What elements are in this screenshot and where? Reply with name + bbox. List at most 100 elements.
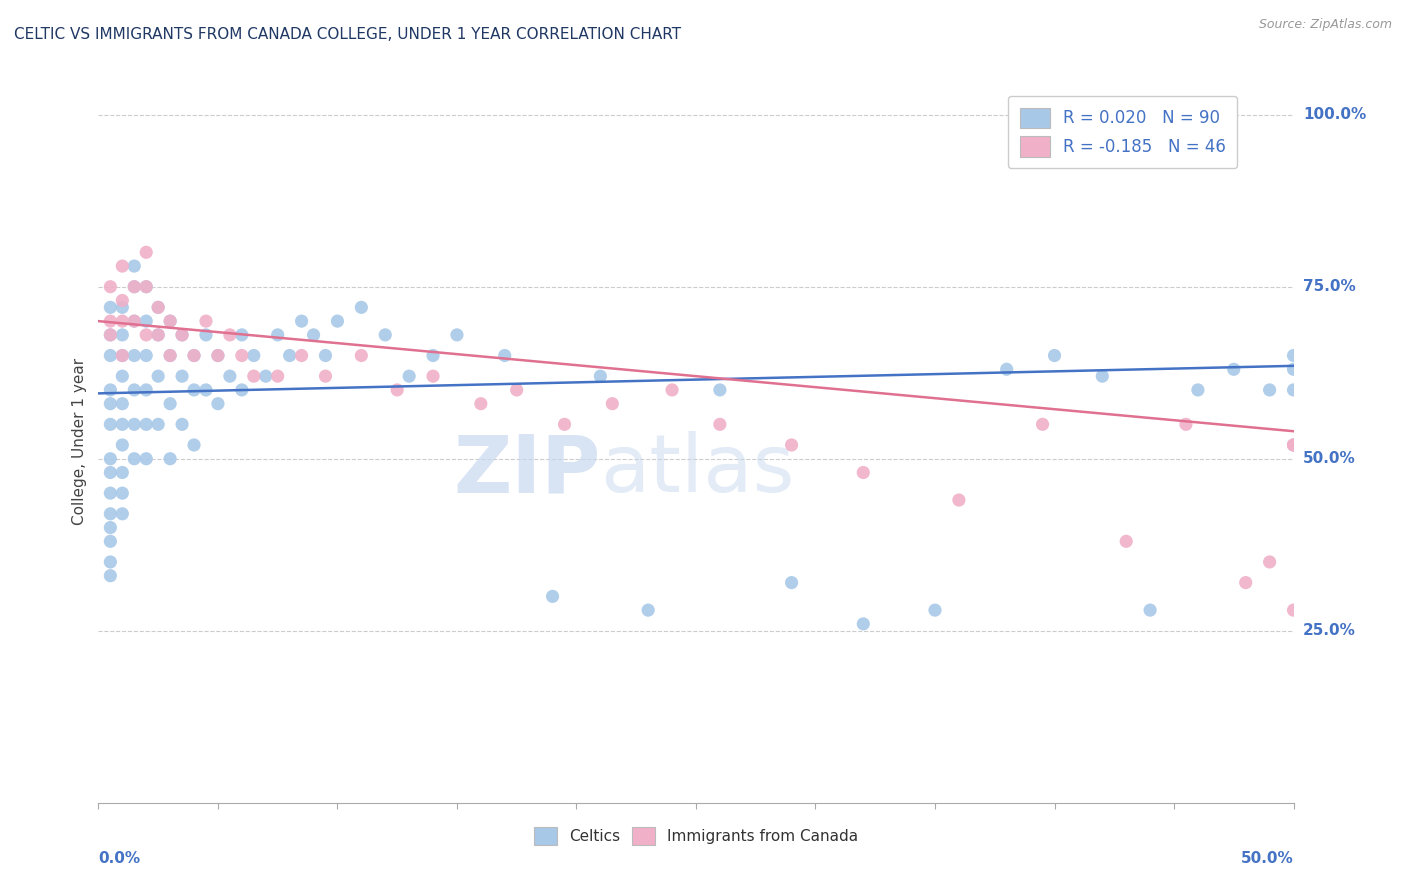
Point xyxy=(207,349,229,363)
Point xyxy=(924,603,946,617)
Point xyxy=(1282,438,1305,452)
Text: 50.0%: 50.0% xyxy=(1303,451,1355,467)
Point xyxy=(98,314,122,328)
Point xyxy=(422,349,444,363)
Point xyxy=(148,327,170,342)
Point xyxy=(541,590,564,604)
Point xyxy=(183,349,205,363)
Point xyxy=(1282,603,1305,617)
Point xyxy=(124,349,146,363)
Point xyxy=(124,259,146,273)
Point xyxy=(98,466,122,480)
Point xyxy=(111,507,134,521)
Point xyxy=(661,383,683,397)
Point xyxy=(98,349,122,363)
Point xyxy=(422,369,444,384)
Point xyxy=(159,397,181,411)
Point xyxy=(554,417,576,432)
Point xyxy=(637,603,659,617)
Point xyxy=(1043,349,1066,363)
Point xyxy=(98,301,122,315)
Point xyxy=(207,349,229,363)
Point xyxy=(1223,362,1246,376)
Point xyxy=(1258,555,1281,569)
Text: 0.0%: 0.0% xyxy=(98,851,141,866)
Point xyxy=(124,417,146,432)
Point xyxy=(231,327,253,342)
Point xyxy=(172,327,194,342)
Point xyxy=(98,520,122,534)
Point xyxy=(183,383,205,397)
Point xyxy=(111,327,134,342)
Point xyxy=(1282,438,1305,452)
Point xyxy=(148,301,170,315)
Point xyxy=(124,279,146,293)
Text: 50.0%: 50.0% xyxy=(1240,851,1294,866)
Point xyxy=(291,349,314,363)
Point xyxy=(315,369,337,384)
Point xyxy=(1282,349,1305,363)
Text: 25.0%: 25.0% xyxy=(1303,624,1355,639)
Point xyxy=(231,383,253,397)
Point xyxy=(1282,362,1305,376)
Point xyxy=(1187,383,1209,397)
Point xyxy=(111,314,134,328)
Point xyxy=(159,314,181,328)
Point xyxy=(195,327,218,342)
Point xyxy=(98,451,122,466)
Point xyxy=(124,314,146,328)
Point xyxy=(111,466,134,480)
Point xyxy=(709,417,731,432)
Point xyxy=(231,349,253,363)
Point xyxy=(135,327,157,342)
Point xyxy=(350,301,373,315)
Point xyxy=(98,327,122,342)
Point xyxy=(124,451,146,466)
Point xyxy=(148,301,170,315)
Point xyxy=(98,383,122,397)
Point xyxy=(124,279,146,293)
Point xyxy=(195,383,218,397)
Point xyxy=(183,438,205,452)
Point xyxy=(135,383,157,397)
Point xyxy=(780,575,803,590)
Point xyxy=(291,314,314,328)
Point xyxy=(243,349,266,363)
Point xyxy=(995,362,1018,376)
Point xyxy=(446,327,468,342)
Text: atlas: atlas xyxy=(600,432,794,509)
Point xyxy=(135,349,157,363)
Point xyxy=(709,383,731,397)
Point xyxy=(278,349,301,363)
Text: Source: ZipAtlas.com: Source: ZipAtlas.com xyxy=(1258,18,1392,31)
Point xyxy=(1282,438,1305,452)
Point xyxy=(1032,417,1054,432)
Text: CELTIC VS IMMIGRANTS FROM CANADA COLLEGE, UNDER 1 YEAR CORRELATION CHART: CELTIC VS IMMIGRANTS FROM CANADA COLLEGE… xyxy=(14,27,681,42)
Point xyxy=(374,327,396,342)
Point xyxy=(159,349,181,363)
Text: ZIP: ZIP xyxy=(453,432,600,509)
Point xyxy=(98,327,122,342)
Point xyxy=(1258,383,1281,397)
Point xyxy=(148,417,170,432)
Point xyxy=(195,314,218,328)
Point xyxy=(135,279,157,293)
Point xyxy=(207,397,229,411)
Point xyxy=(124,314,146,328)
Point xyxy=(111,301,134,315)
Point xyxy=(243,369,266,384)
Point xyxy=(219,369,242,384)
Point xyxy=(385,383,409,397)
Point xyxy=(1234,575,1257,590)
Text: 100.0%: 100.0% xyxy=(1303,107,1367,122)
Point xyxy=(111,293,134,308)
Point xyxy=(98,534,122,549)
Point xyxy=(183,349,205,363)
Y-axis label: College, Under 1 year: College, Under 1 year xyxy=(72,358,87,525)
Point xyxy=(494,349,516,363)
Point xyxy=(148,327,170,342)
Point xyxy=(326,314,349,328)
Point xyxy=(159,314,181,328)
Point xyxy=(1282,383,1305,397)
Point xyxy=(135,279,157,293)
